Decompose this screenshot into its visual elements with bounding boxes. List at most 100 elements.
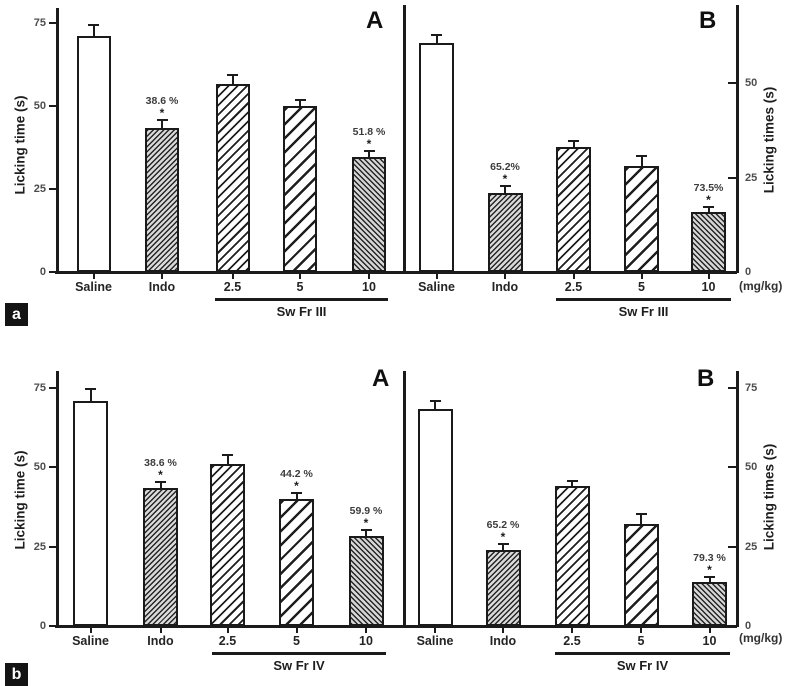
x-axis-baseline <box>55 271 737 274</box>
error-bar-cap <box>294 99 306 102</box>
bar-indo <box>143 487 178 626</box>
y-axis-tick <box>728 271 737 273</box>
bar-10 <box>692 581 727 626</box>
x-tick-label: Indo <box>147 634 174 648</box>
x-tick-label: Indo <box>148 280 176 294</box>
y-axis-tick <box>728 466 737 469</box>
dose-group-label: Sw Fr IV <box>616 658 669 673</box>
bar-5 <box>279 499 314 626</box>
error-bar-stem <box>231 76 234 85</box>
x-tick-label: 10 <box>362 280 376 294</box>
bar-5 <box>623 524 659 626</box>
y-tick-label: 25 <box>33 183 46 195</box>
y-tick-label: 0 <box>745 266 752 278</box>
y-axis-tick <box>728 82 737 84</box>
y-tick-label: 0 <box>39 620 46 632</box>
x-tick-label: 2.5 <box>223 280 242 294</box>
pct-inhibition-label: 59.9 % <box>349 504 383 517</box>
error-bar-cap <box>568 139 579 142</box>
error-bar-stem <box>707 207 710 212</box>
error-bar-cap <box>566 479 578 482</box>
error-bar-stem <box>435 35 438 44</box>
x-axis-tick <box>159 627 162 633</box>
dose-group-underline <box>556 298 731 301</box>
bar-2-5 <box>556 147 591 272</box>
x-tick-label: Saline <box>416 634 454 648</box>
error-bar-stem <box>708 578 711 582</box>
error-bar-stem <box>161 120 163 128</box>
bar-10 <box>348 535 384 626</box>
x-tick-label: 10 <box>359 634 373 648</box>
error-bar-cap <box>703 205 714 208</box>
error-bar-stem <box>365 530 367 536</box>
significance-marker: * <box>500 530 506 545</box>
bar-5 <box>624 166 659 272</box>
x-axis-tick <box>89 627 92 633</box>
x-tick-label: 5 <box>296 280 304 294</box>
bar-10 <box>352 157 386 272</box>
x-tick-label: Saline <box>72 634 109 648</box>
dose-group-underline <box>212 652 386 655</box>
x-axis-tick <box>365 627 367 633</box>
x-tick-label: 2.5 <box>218 634 237 648</box>
bar-indo <box>487 192 523 272</box>
error-bar-cap <box>156 118 168 121</box>
x-tick-label: 5 <box>638 280 645 294</box>
x-tick-label: 2.5 <box>564 280 583 294</box>
panel-divider <box>403 5 406 272</box>
y-axis-left <box>56 8 59 273</box>
error-bar-stem <box>640 514 642 525</box>
y-axis-tick <box>728 545 737 548</box>
significance-marker: * <box>158 468 163 483</box>
x-tick-label: 10 <box>701 280 716 294</box>
significance-marker: * <box>502 171 508 186</box>
x-axis-tick <box>504 273 506 279</box>
dose-group-label: Sw Fr III <box>618 304 669 319</box>
bar-saline <box>419 43 454 272</box>
x-axis-tick <box>368 273 370 279</box>
pct-inhibition-label: 38.6 % <box>145 94 179 107</box>
error-bar-stem <box>295 494 298 500</box>
y-axis-title: Licking time (s) <box>12 95 28 195</box>
significance-marker: * <box>707 563 712 578</box>
y-axis-title: Licking times (s) <box>761 86 777 194</box>
figure-b-corner-label: b <box>5 663 28 686</box>
dose-unit-label: (mg/kg) <box>739 631 783 645</box>
y-tick-label: 50 <box>33 100 46 112</box>
bar-2-5 <box>215 84 250 272</box>
dose-group-underline <box>555 652 730 655</box>
y-tick-label: 50 <box>33 461 46 474</box>
x-tick-label: 5 <box>293 634 300 648</box>
error-bar-cap <box>227 74 238 77</box>
pct-inhibition-label: 65.2 % <box>486 519 520 532</box>
significance-marker: * <box>363 515 369 530</box>
bar-saline <box>417 408 453 626</box>
panel-label-b: B <box>699 7 717 34</box>
error-bar-cap <box>85 387 96 390</box>
x-axis-tick <box>640 627 642 633</box>
error-bar-cap <box>636 154 647 157</box>
error-bar-stem <box>572 141 575 148</box>
dose-group-label: Sw Fr III <box>276 304 327 319</box>
error-bar-stem <box>226 456 229 465</box>
y-axis-tick <box>49 387 58 390</box>
y-tick-label: 0 <box>745 620 752 632</box>
x-axis-tick <box>708 627 711 633</box>
x-axis-tick <box>226 627 229 633</box>
significance-marker: * <box>366 137 372 152</box>
y-axis-right <box>736 371 739 627</box>
y-axis-right <box>736 5 739 273</box>
error-bar-cap <box>635 512 647 515</box>
error-bar-stem <box>504 186 506 193</box>
x-tick-label: 10 <box>702 634 717 648</box>
y-tick-label: 25 <box>745 171 758 184</box>
x-axis-tick <box>295 627 298 633</box>
y-axis-tick <box>728 176 737 179</box>
x-axis-tick <box>707 273 710 279</box>
y-axis-title: Licking times (s) <box>761 443 777 551</box>
x-axis-tick <box>640 273 643 279</box>
x-axis-tick <box>92 273 95 279</box>
panel-label-a: A <box>366 7 384 34</box>
pct-inhibition-label: 79.3 % <box>693 552 726 565</box>
pct-inhibition-label: 38.6 % <box>144 457 177 470</box>
